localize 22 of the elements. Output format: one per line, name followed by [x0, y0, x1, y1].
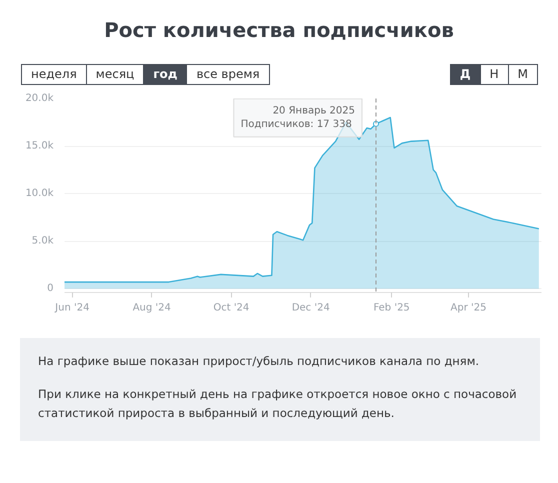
text: все время — [186, 64, 270, 85]
text: год — [143, 64, 188, 85]
text: Д — [450, 64, 481, 85]
text: М — [508, 64, 538, 85]
text: месяц — [86, 64, 144, 85]
x-tick-label: Oct '24 — [213, 302, 250, 314]
x-tick-label: Jun '24 — [54, 302, 90, 314]
x-tick-label: Dec '24 — [292, 302, 330, 314]
chart-title: Рост количества подписчиков — [103, 17, 455, 44]
y-tick-label: 20.0k — [25, 93, 54, 104]
x-tick-label: Apr '25 — [450, 302, 486, 314]
text: На графике выше показан прирост/убыль подписчиков канала по дням. — [38, 353, 480, 370]
text: Н — [480, 64, 509, 85]
annotation: 20 Январь 2025 Подписчиков: 17 338 — [240, 106, 355, 130]
text: неделя — [21, 64, 87, 85]
y-tick-label: 5.0k — [32, 236, 54, 247]
x-tick-label: Feb '25 — [373, 302, 410, 314]
y-tick-label: 10.0k — [25, 188, 54, 200]
y-tick-label: 0 — [47, 283, 54, 294]
x-tick-label: Aug '24 — [132, 302, 171, 314]
text: При клике на конкретный день на графике откроется новое окно с почасовой статистикой прироста в выбранный и последующий день. — [38, 386, 518, 422]
y-tick-label: 15.0k — [25, 140, 54, 152]
